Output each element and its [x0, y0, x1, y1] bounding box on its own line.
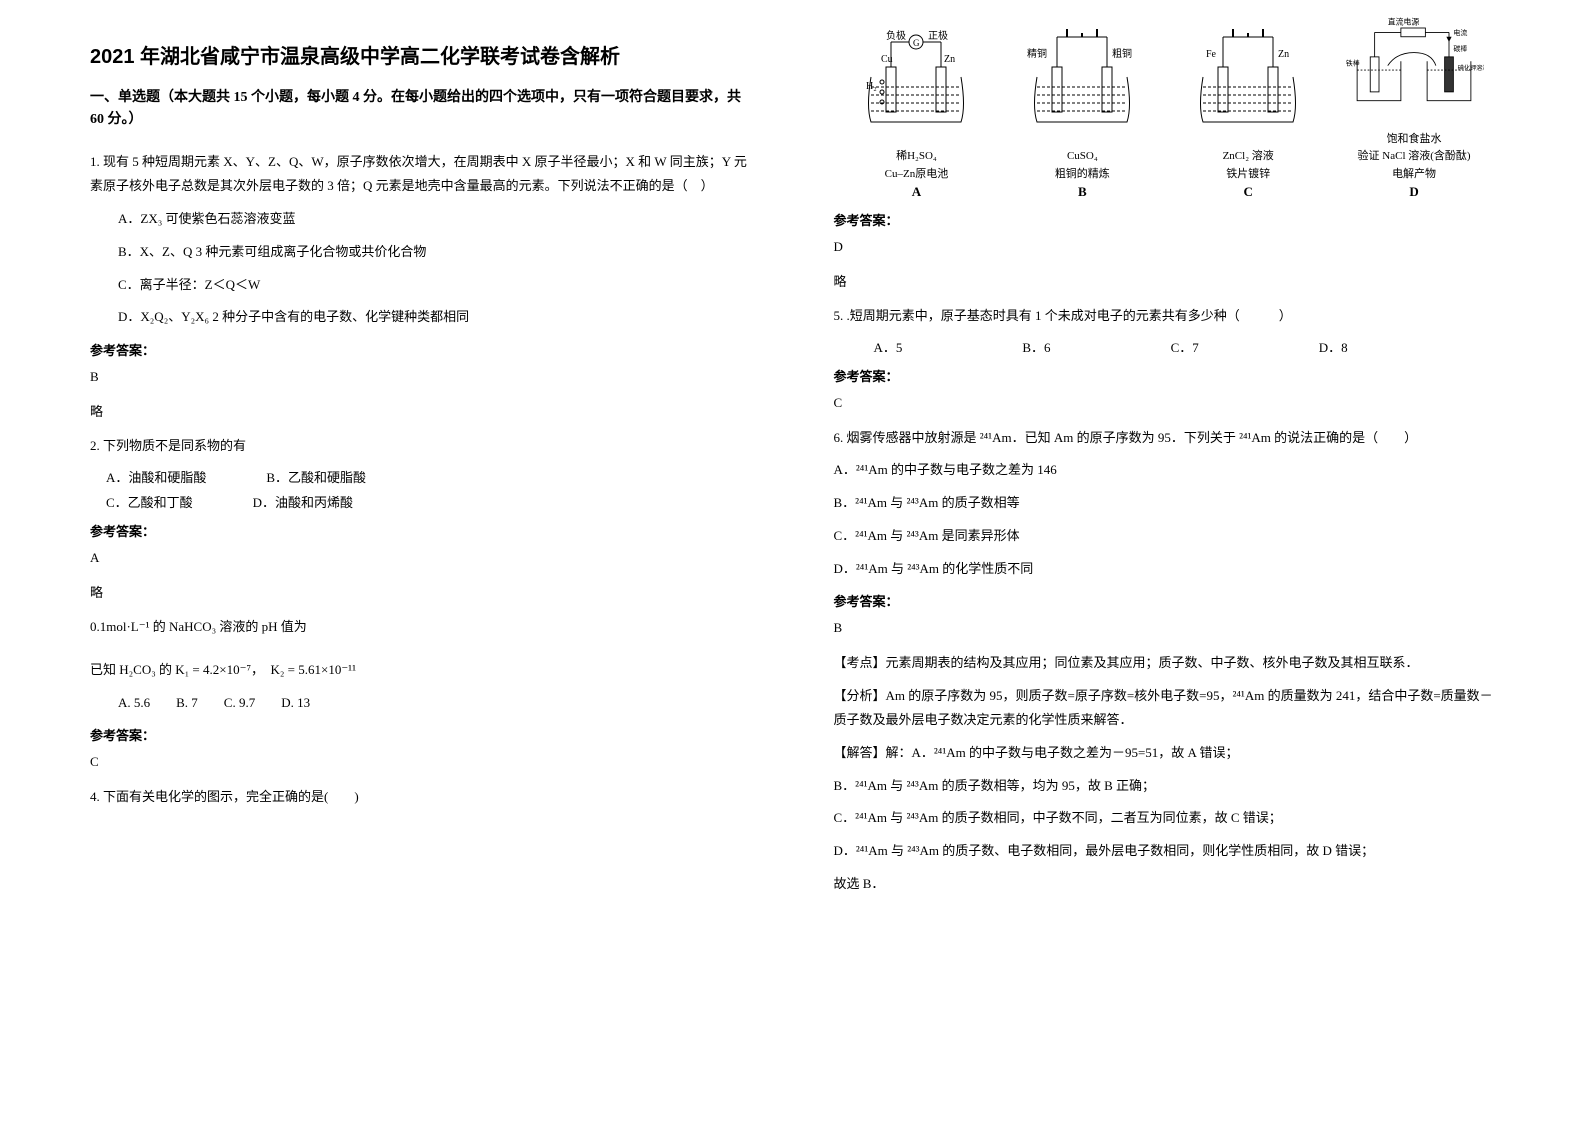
q4-diagrams: 负极 正极 G Cu Zn H₂	[834, 40, 1498, 200]
diagram-B: 精铜 粗铜 CuSO₄ 粗铜的精炼 B	[1012, 27, 1152, 200]
right-column: 负极 正极 G Cu Zn H₂	[794, 40, 1528, 1082]
diagram-C-svg: Fe Zn	[1178, 27, 1318, 147]
svg-text:Zn: Zn	[944, 54, 955, 65]
svg-text:碘化钾溶液: 碘化钾溶液	[1458, 64, 1484, 72]
q2-answer-label: 参考答案：	[90, 521, 754, 540]
q5-stem: 5. .短周期元素中，原子基态时具有 1 个未成对电子的元素共有多少种（ ）	[834, 304, 1498, 329]
q1-lue: 略	[90, 400, 754, 425]
q5-answer: C	[834, 391, 1498, 416]
q6-jiedaB: B．²⁴¹Am 与 ²⁴³Am 的质子数相等，均为 95，故 B 正确；	[834, 774, 1498, 799]
q6-optA: A．²⁴¹Am 的中子数与电子数之差为 146	[834, 458, 1498, 483]
q1-optA: A．ZX₃ 可使紫色石蕊溶液变蓝	[90, 207, 754, 232]
diagram-D-label: D	[1409, 184, 1418, 200]
svg-text:粗铜: 粗铜	[1112, 48, 1132, 60]
q4-stem: 4. 下面有关电化学的图示，完全正确的是( )	[90, 785, 754, 810]
q2-row1: A．油酸和硬脂酸 B．乙酸和硬脂酸	[90, 467, 754, 486]
q2-optA: A．油酸和硬脂酸	[106, 467, 206, 486]
doc-title: 2021 年湖北省咸宁市温泉高级中学高二化学联考试卷含解析	[90, 40, 754, 69]
svg-text:精铜: 精铜	[1027, 47, 1047, 60]
q5-optB: B．6	[1022, 337, 1050, 356]
q5-opts: A．5 B．6 C．7 D．8	[834, 337, 1498, 356]
q6-answer: B	[834, 616, 1498, 641]
diagram-B-svg: 精铜 粗铜	[1012, 27, 1152, 147]
q1-stem: 1. 现有 5 种短周期元素 X、Y、Z、Q、W，原子序数依次增大，在周期表中 …	[90, 150, 754, 199]
diagram-B-cap2: 粗铜的精炼	[1055, 167, 1110, 182]
svg-text:Fe: Fe	[1206, 49, 1217, 60]
diagram-D-cap3: 电解产物	[1392, 167, 1436, 182]
q2-optB: B．乙酸和硬脂酸	[266, 467, 366, 486]
svg-text:铁棒: 铁棒	[1346, 58, 1360, 67]
q2-lue: 略	[90, 581, 754, 606]
q3-opts: A. 5.6 B. 7 C. 9.7 D. 13	[90, 691, 754, 716]
diagram-D-cap2: 验证 NaCl 溶液(含酚酞)	[1358, 149, 1471, 164]
diagram-C-cap1: ZnCl₂ 溶液	[1223, 149, 1274, 164]
q6-jiedaC: C．²⁴¹Am 与 ²⁴³Am 的质子数相同，中子数不同，二者互为同位素，故 C…	[834, 806, 1498, 831]
diagram-A-cap2: Cu–Zn原电池	[885, 167, 949, 182]
q2-row2: C．乙酸和丁酸 D．油酸和丙烯酸	[90, 492, 754, 511]
q1-optD: D．X₂Q₂、Y₂X₆ 2 种分子中含有的电子数、化学键种类都相同	[90, 305, 754, 330]
q6-jiedaD: D．²⁴¹Am 与 ²⁴³Am 的质子数、电子数相同，最外层电子数相同，则化学性…	[834, 839, 1498, 864]
q3-answer-label: 参考答案：	[90, 725, 754, 744]
svg-text:直流电源: 直流电源	[1388, 16, 1420, 26]
q1-answer: B	[90, 365, 754, 390]
diagram-A: 负极 正极 G Cu Zn H₂	[846, 27, 986, 200]
section-heading: 一、单选题（本大题共 15 个小题，每小题 4 分。在每小题给出的四个选项中，只…	[90, 87, 754, 132]
q5-answer-label: 参考答案：	[834, 366, 1498, 385]
q2-answer: A	[90, 546, 754, 571]
diagram-A-cap1: 稀H₂SO₄	[896, 149, 937, 164]
left-column: 2021 年湖北省咸宁市温泉高级中学高二化学联考试卷含解析 一、单选题（本大题共…	[60, 40, 794, 1082]
q2-stem: 2. 下列物质不是同系物的有	[90, 434, 754, 459]
svg-text:Zn: Zn	[1278, 49, 1289, 60]
q6-optC: C．²⁴¹Am 与 ²⁴³Am 是同素异形体	[834, 524, 1498, 549]
diagram-C-cap2: 铁片镀锌	[1226, 167, 1270, 182]
diagram-D-svg: 直流电源 电流 碳棒 铁棒 碘化钾溶液	[1344, 10, 1484, 130]
q4-answer: D	[834, 235, 1498, 260]
q4-lue: 略	[834, 270, 1498, 295]
svg-text:负极: 负极	[886, 29, 906, 42]
q6-fenxi: 【分析】Am 的原子序数为 95，则质子数=原子序数=核外电子数=95，²⁴¹A…	[834, 684, 1498, 733]
diagram-D: 直流电源 电流 碳棒 铁棒 碘化钾溶液 饱和食盐水 验证 NaC	[1344, 10, 1484, 200]
q2-optD: D．油酸和丙烯酸	[253, 492, 353, 511]
q1-answer-label: 参考答案：	[90, 340, 754, 359]
q3-stem1: 0.1mol·L⁻¹ 的 NaHCO₃ 溶液的 pH 值为	[90, 615, 754, 640]
svg-text:Cu: Cu	[881, 54, 893, 65]
q6-kaodian: 【考点】元素周期表的结构及其应用；同位素及其应用；质子数、中子数、核外电子数及其…	[834, 651, 1498, 676]
diagram-B-cap1: CuSO₄	[1067, 149, 1098, 164]
q4-answer-label: 参考答案：	[834, 210, 1498, 229]
diagram-B-label: B	[1078, 184, 1087, 200]
diagram-A-label: A	[912, 184, 921, 200]
q3-stem2: 已知 H₂CO₃ 的 K₁ = 4.2×10⁻⁷， K₂ = 5.61×10⁻¹…	[90, 658, 754, 683]
diagram-D-cap1: 饱和食盐水	[1387, 132, 1442, 147]
q6-optD: D．²⁴¹Am 与 ²⁴³Am 的化学性质不同	[834, 557, 1498, 582]
q1-optC: C．离子半径：Z＜Q＜W	[90, 273, 754, 298]
svg-text:碳棒: 碳棒	[1453, 44, 1467, 53]
svg-text:正极: 正极	[928, 29, 948, 42]
q5-optC: C．7	[1171, 337, 1199, 356]
diagram-A-svg: 负极 正极 G Cu Zn H₂	[846, 27, 986, 147]
q5-optA: A．5	[874, 337, 903, 356]
q2-optC: C．乙酸和丁酸	[106, 492, 193, 511]
svg-text:G: G	[913, 38, 920, 48]
q6-guxuan: 故选 B．	[834, 872, 1498, 897]
svg-text:电流: 电流	[1453, 28, 1467, 37]
q6-answer-label: 参考答案：	[834, 591, 1498, 610]
q6-stem: 6. 烟雾传感器中放射源是 ²⁴¹Am．已知 Am 的原子序数为 95．下列关于…	[834, 426, 1498, 451]
q3-answer: C	[90, 750, 754, 775]
q1-optB: B．X、Z、Q 3 种元素可组成离子化合物或共价化合物	[90, 240, 754, 265]
q6-jiedaA: 【解答】解：A．²⁴¹Am 的中子数与电子数之差为－95=51，故 A 错误；	[834, 741, 1498, 766]
diagram-C-label: C	[1243, 184, 1252, 200]
q6-optB: B．²⁴¹Am 与 ²⁴³Am 的质子数相等	[834, 491, 1498, 516]
q5-optD: D．8	[1319, 337, 1348, 356]
diagram-C: Fe Zn ZnCl₂ 溶液 铁片镀锌 C	[1178, 27, 1318, 200]
